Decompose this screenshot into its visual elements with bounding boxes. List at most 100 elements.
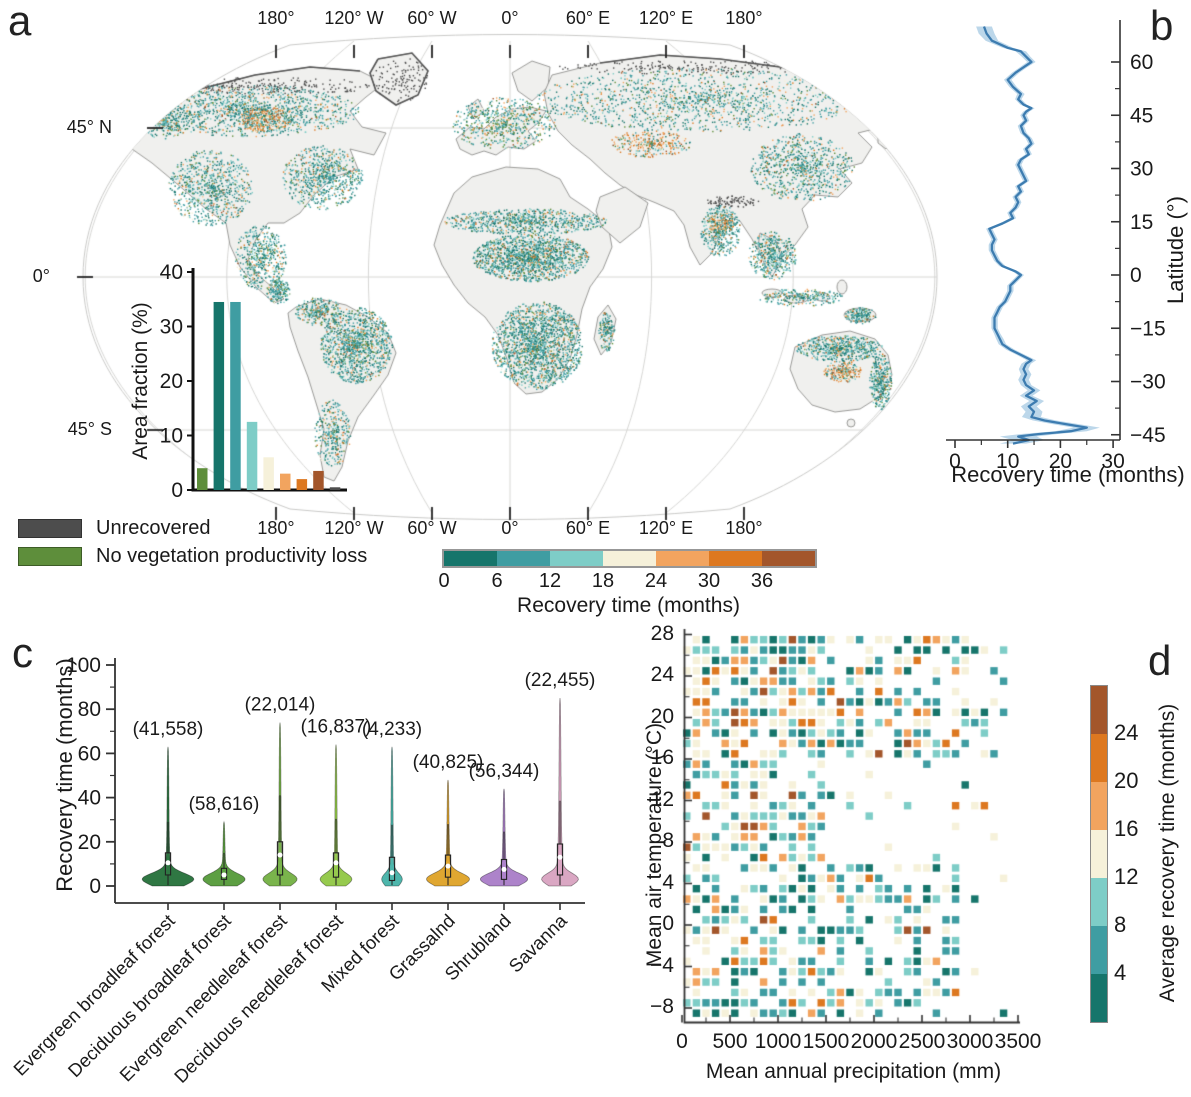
d-x-tick: 0 xyxy=(676,1030,688,1053)
inset-bar xyxy=(197,468,208,490)
b-y-tick: 15 xyxy=(1130,211,1153,234)
panel-c-letter: c xyxy=(12,629,33,676)
colorbar-segment xyxy=(550,551,603,566)
panel-a-letter: a xyxy=(8,0,32,44)
map-bottom-axis: 180° 120° W 60° W 0° 60° E 120° E 180° xyxy=(0,518,1191,542)
inset-bar xyxy=(230,301,241,490)
map-meridian-label: 180° xyxy=(725,8,763,28)
map-meridian-label: 120° W xyxy=(324,518,384,538)
inset-y-tick: 30 xyxy=(160,316,183,339)
panel-b-letter: b xyxy=(1150,2,1174,49)
unrecovered-swatch xyxy=(18,518,82,538)
panel-d-letter: d xyxy=(1148,637,1172,684)
colorbar-tick-label: 18 xyxy=(591,570,615,592)
d-y-tick: −8 xyxy=(650,995,674,1018)
map-latitude-label: 0° xyxy=(32,266,50,286)
inset-bar xyxy=(280,473,291,490)
colorbar-segment xyxy=(709,551,762,566)
c-y-tick: 20 xyxy=(78,831,101,854)
c-y-tick: 40 xyxy=(78,787,101,810)
unrecovered-label: Unrecovered xyxy=(96,516,211,539)
inset-bar xyxy=(296,479,308,490)
c-y-tick: 0 xyxy=(89,875,101,898)
d-y-tick: 20 xyxy=(650,704,674,728)
map-meridian-label: 60° E xyxy=(565,518,611,538)
d-y-tick: 8 xyxy=(662,829,674,852)
colorbar-segment xyxy=(444,551,497,566)
map-meridian-label: 0° xyxy=(501,518,519,538)
colorbar-tick-label: 0 xyxy=(438,570,450,592)
b-y-tick: 30 xyxy=(1130,158,1153,181)
d-colorbar-tick: 12 xyxy=(1114,864,1139,889)
inset-y-tick: 0 xyxy=(171,479,183,502)
colorbar-tick-label: 24 xyxy=(644,570,668,592)
inset-y-label: Area fraction (%) xyxy=(129,302,152,460)
legend-item-unrecovered: Unrecovered xyxy=(18,517,367,539)
legend-item-noloss: No vegetation productivity loss xyxy=(18,545,367,567)
d-x-tick: 3500 xyxy=(994,1030,1042,1053)
colorbar-segment xyxy=(1091,782,1107,830)
c-y-label: Recovery time (months) xyxy=(52,658,77,892)
inset-bar xyxy=(263,457,274,490)
map-latitude-label: 45° N xyxy=(66,117,112,137)
d-y-tick: −4 xyxy=(650,953,674,977)
b-x-tick: 20 xyxy=(1049,450,1072,473)
inset-bar xyxy=(329,487,341,490)
b-x-label: Recovery time (months) xyxy=(951,462,1185,487)
colorbar-tick-label: 30 xyxy=(697,570,721,592)
violin-count-label: (22,014) xyxy=(245,694,316,715)
recovery-time-colorbar xyxy=(442,549,817,568)
colorbar-segment xyxy=(656,551,709,566)
latitude-profile-plot: 0 10 20 30 60 45 30 15 0 −15 −30 −45 Recovery time (… xyxy=(946,20,1188,487)
c-y-tick: 60 xyxy=(78,742,101,765)
d-colorbar-tick: 24 xyxy=(1114,720,1139,745)
avg-recovery-colorbar xyxy=(1090,685,1108,1023)
heatmap-x-label: Mean annual precipitation (mm) xyxy=(705,1060,1002,1083)
colorbar-segment xyxy=(762,551,815,566)
colorbar-tick-label: 12 xyxy=(538,570,562,592)
violin-count-label: (4,233) xyxy=(362,719,422,740)
b-x-tick: 0 xyxy=(949,450,961,473)
violin-count-label: (16,837) xyxy=(301,717,372,738)
d-x-tick: 1500 xyxy=(802,1030,850,1053)
recovery-latitude-line xyxy=(982,26,1088,445)
inset-bar xyxy=(313,470,324,490)
map-meridian-label: 60° W xyxy=(407,518,457,538)
map-meridian-label: 0° xyxy=(501,8,519,28)
b-y-tick: −30 xyxy=(1130,371,1166,394)
heatmap-y-axis: 28 24 20 16 12 8 4 0 −4 −8 xyxy=(650,621,674,1019)
b-y-label: Latitude (°) xyxy=(1163,196,1188,304)
d-y-tick: 28 xyxy=(650,621,674,645)
d-x-tick: 3000 xyxy=(946,1030,994,1053)
d-y-tick: 4 xyxy=(662,870,674,894)
c-y-tick: 100 xyxy=(66,654,101,677)
inset-y-tick: 40 xyxy=(160,261,183,284)
d-colorbar-tick: 8 xyxy=(1114,912,1127,937)
violin-count-label: (41,558) xyxy=(133,719,204,740)
d-colorbar-tick: 4 xyxy=(1114,960,1127,985)
b-y-tick: −45 xyxy=(1130,424,1166,447)
map-left-axis: 45° N 0° 45° S xyxy=(0,0,120,560)
violin-7 xyxy=(541,698,579,887)
colorbar-segment xyxy=(1091,830,1107,878)
colorbar-tick-label: 36 xyxy=(750,570,774,592)
violin-4 xyxy=(381,746,403,887)
b-x-tick: 10 xyxy=(996,450,1019,473)
violin-count-label: (40,825) xyxy=(413,752,484,773)
inset-bar xyxy=(246,421,258,490)
map-meridian-label: 180° xyxy=(725,518,763,538)
colorbar-segment xyxy=(603,551,656,566)
b-y-tick: −15 xyxy=(1130,317,1166,340)
colorbar-segment xyxy=(497,551,550,566)
map-meridian-label: 60° W xyxy=(407,8,457,28)
inset-bar xyxy=(213,301,225,490)
inset-y-tick: 20 xyxy=(160,370,183,393)
climate-heatmap-canvas xyxy=(680,625,1030,1030)
no-loss-swatch xyxy=(18,546,82,566)
avg-recovery-colorbar-title: Average recovery time (months) xyxy=(1156,703,1179,1003)
map-meridian-label: 60° E xyxy=(565,8,611,28)
violin-count-label: (22,455) xyxy=(525,670,596,691)
map-meridian-label: 120° E xyxy=(638,8,694,28)
d-colorbar-tick: 16 xyxy=(1114,816,1139,841)
